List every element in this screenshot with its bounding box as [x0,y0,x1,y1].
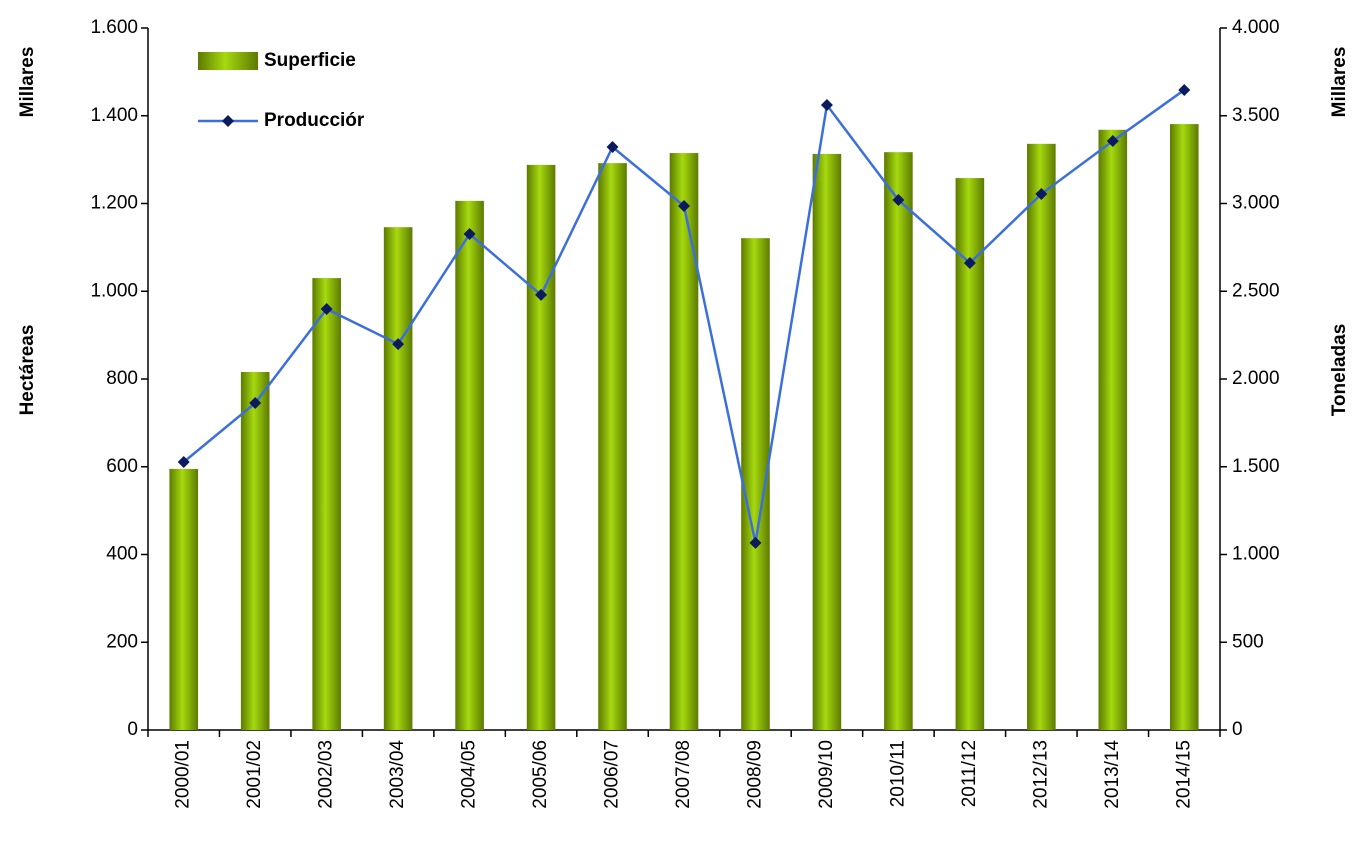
x-tick-label: 2003/04 [387,740,408,809]
y-tick-label: 400 [106,544,138,565]
y2-tick-label: 0 [1232,719,1243,740]
y-label: Hectáreas [17,325,38,416]
marker [177,456,190,469]
bar [240,371,270,730]
marker [463,228,476,241]
marker [249,397,262,410]
y2-tick-label: 3.000 [1232,193,1280,214]
x-tick-label: 2009/10 [816,740,837,809]
bar [669,153,699,730]
bar [884,152,913,730]
x-tick-label: 2011/12 [959,740,980,807]
bar [955,178,985,731]
y2-tick-label: 2.500 [1232,280,1280,301]
x-tick-label: 2001/02 [244,740,265,809]
marker [749,536,762,549]
marker [1035,188,1048,201]
y-tick-label: 0 [127,719,138,740]
legend-swatch [198,52,258,70]
marker [392,338,405,351]
y2-tick-label: 3.500 [1232,105,1280,126]
bar [812,153,842,730]
marker [1178,83,1191,96]
x-tick-label: 2008/09 [744,740,765,809]
y-tick-label: 1.200 [90,193,138,214]
y-tick-label: 600 [106,456,138,477]
marker [535,288,548,301]
y2-tick-label: 4.000 [1232,17,1280,38]
bar [1169,124,1199,731]
x-tick-label: 2002/03 [316,740,337,809]
marker [678,199,690,212]
x-tick-label: 2010/11 [887,740,908,807]
bar [526,164,556,730]
y2-tick-label: 500 [1232,631,1264,652]
y2-tick-label: 1.000 [1232,544,1280,565]
y2-tick-label: 2.000 [1232,368,1280,389]
x-tick-label: 2005/06 [530,740,551,809]
legend-label: Superficie [264,50,356,71]
marker [320,302,333,315]
y-unit: Millares [17,47,38,118]
y2-label: Toneladas [1329,324,1350,417]
x-tick-label: 2006/07 [602,740,623,809]
y2-unit: Millares [1329,47,1350,118]
x-tick-label: 2012/13 [1030,740,1051,809]
marker [606,140,619,153]
y-tick-label: 1.600 [90,17,138,38]
y-tick-label: 1.000 [90,280,138,301]
marker [892,193,905,206]
bar [598,163,627,730]
x-tick-label: 2014/15 [1173,740,1194,809]
x-tick-label: 2007/08 [673,740,694,809]
bar [1027,143,1056,730]
x-tick-label: 2013/14 [1102,740,1123,809]
bar [1098,129,1128,731]
bar [312,278,341,730]
bar [455,200,484,730]
x-tick-label: 2000/01 [173,740,194,809]
marker [963,256,976,269]
y2-tick-label: 1.500 [1232,456,1280,477]
y-tick-label: 200 [106,631,138,652]
bar [383,227,413,730]
y-tick-label: 1.400 [90,105,138,126]
legend-label: Producciór [264,110,365,131]
marker [1106,135,1119,148]
marker [820,99,833,112]
y-tick-label: 800 [106,368,138,389]
bar [169,468,199,730]
legend-marker [222,115,234,127]
x-tick-label: 2004/05 [459,740,480,809]
